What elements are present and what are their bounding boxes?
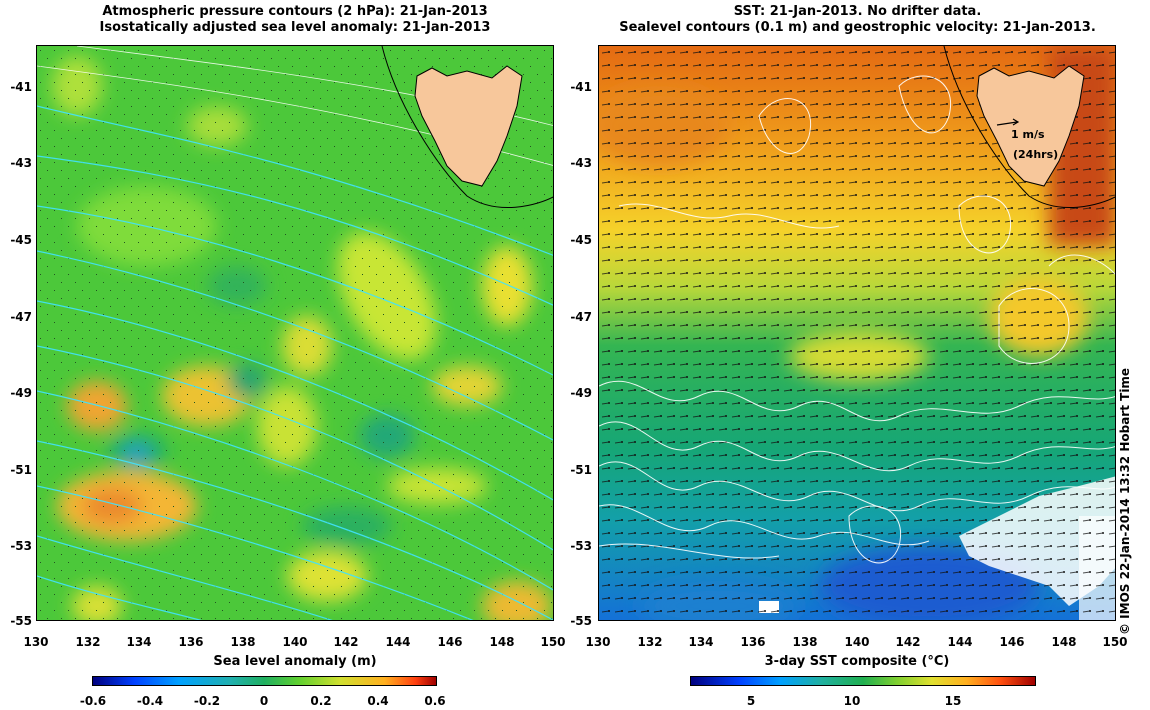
lon-tick: 140 bbox=[282, 635, 308, 649]
lat-tick: -53 bbox=[570, 539, 592, 553]
lat-tick: -51 bbox=[570, 463, 592, 477]
lon-tick: 144 bbox=[947, 635, 973, 649]
lon-tick: 130 bbox=[585, 635, 611, 649]
lat-tick: -49 bbox=[10, 386, 32, 400]
lat-tick: -41 bbox=[570, 80, 592, 94]
sla-colorbar bbox=[92, 676, 437, 686]
sst-colorbar-tick: 10 bbox=[843, 694, 861, 708]
right-panel-title: SST: 21-Jan-2013. No drifter data. Seale… bbox=[575, 4, 1140, 36]
sla-colorbar-tick: 0.4 bbox=[367, 694, 389, 708]
lat-tick: -43 bbox=[570, 156, 592, 170]
sla-colorbar-tick: 0 bbox=[259, 694, 269, 708]
left-title-line1: Atmospheric pressure contours (2 hPa): 2… bbox=[102, 4, 488, 19]
lon-tick: 134 bbox=[688, 635, 714, 649]
lat-tick: -41 bbox=[10, 80, 32, 94]
lat-tick: -43 bbox=[10, 156, 32, 170]
lat-tick: -49 bbox=[570, 386, 592, 400]
sla-colorbar-tick: 0.6 bbox=[424, 694, 446, 708]
sealevel-contours bbox=[599, 75, 1115, 564]
velocity-scale-sublabel: (24hrs) bbox=[1013, 148, 1059, 161]
lat-tick: -51 bbox=[10, 463, 32, 477]
right-colorbar-title: 3-day SST composite (°C) bbox=[764, 654, 950, 669]
lat-tick: -47 bbox=[10, 310, 32, 324]
right-title-line2: Sealevel contours (0.1 m) and geostrophi… bbox=[619, 20, 1096, 35]
lon-tick: 140 bbox=[844, 635, 870, 649]
tasmania-landmass bbox=[414, 65, 523, 187]
left-panel-title: Atmospheric pressure contours (2 hPa): 2… bbox=[20, 4, 570, 36]
lon-tick: 142 bbox=[895, 635, 921, 649]
lon-tick: 146 bbox=[999, 635, 1025, 649]
lon-tick: 138 bbox=[230, 635, 256, 649]
velocity-scale-label: 1 m/s bbox=[1011, 128, 1045, 141]
right-title-line1: SST: 21-Jan-2013. No drifter data. bbox=[733, 4, 982, 19]
lon-tick: 150 bbox=[540, 635, 566, 649]
left-colorbar-title: Sea level anomaly (m) bbox=[213, 654, 377, 669]
lon-tick: 130 bbox=[23, 635, 49, 649]
shelf-contour-right bbox=[943, 46, 1115, 209]
tasmania-landmass-right bbox=[976, 65, 1085, 187]
lat-tick: -47 bbox=[570, 310, 592, 324]
sst-colorbar-tick: 5 bbox=[746, 694, 756, 708]
sla-colorbar-tick: -0.2 bbox=[193, 694, 221, 708]
lon-tick: 148 bbox=[489, 635, 515, 649]
lat-tick: -45 bbox=[570, 233, 592, 247]
sst-colorbar-tick: 15 bbox=[944, 694, 962, 708]
sst-colorbar bbox=[690, 676, 1036, 686]
lon-tick: 142 bbox=[333, 635, 359, 649]
lon-tick: 150 bbox=[1102, 635, 1128, 649]
pressure-contours bbox=[37, 105, 553, 620]
lon-tick: 144 bbox=[385, 635, 411, 649]
sla-colorbar-tick: 0.2 bbox=[310, 694, 332, 708]
sla-map-svg bbox=[37, 46, 553, 620]
shelf-contour bbox=[381, 46, 553, 209]
velocity-scale-arrow bbox=[996, 118, 1020, 126]
lon-tick: 132 bbox=[637, 635, 663, 649]
lat-tick: -53 bbox=[10, 539, 32, 553]
lon-tick: 138 bbox=[792, 635, 818, 649]
lon-tick: 148 bbox=[1051, 635, 1077, 649]
lon-tick: 132 bbox=[75, 635, 101, 649]
sea-level-anomaly-map bbox=[36, 45, 554, 621]
lon-tick: 136 bbox=[178, 635, 204, 649]
copyright-notice: © IMOS 22-Jan-2014 13:32 Hobart Time bbox=[1118, 367, 1132, 635]
lat-tick: -45 bbox=[10, 233, 32, 247]
lat-tick: -55 bbox=[570, 614, 592, 628]
lon-tick: 136 bbox=[740, 635, 766, 649]
sla-colorbar-tick: -0.6 bbox=[79, 694, 107, 708]
left-title-line2: Isostatically adjusted sea level anomaly… bbox=[99, 20, 491, 35]
sst-map-svg bbox=[599, 46, 1115, 620]
lon-tick: 134 bbox=[126, 635, 152, 649]
lon-tick: 146 bbox=[437, 635, 463, 649]
sla-colorbar-tick: -0.4 bbox=[136, 694, 164, 708]
sst-map: 1 m/s (24hrs) bbox=[598, 45, 1116, 621]
lat-tick: -55 bbox=[10, 614, 32, 628]
